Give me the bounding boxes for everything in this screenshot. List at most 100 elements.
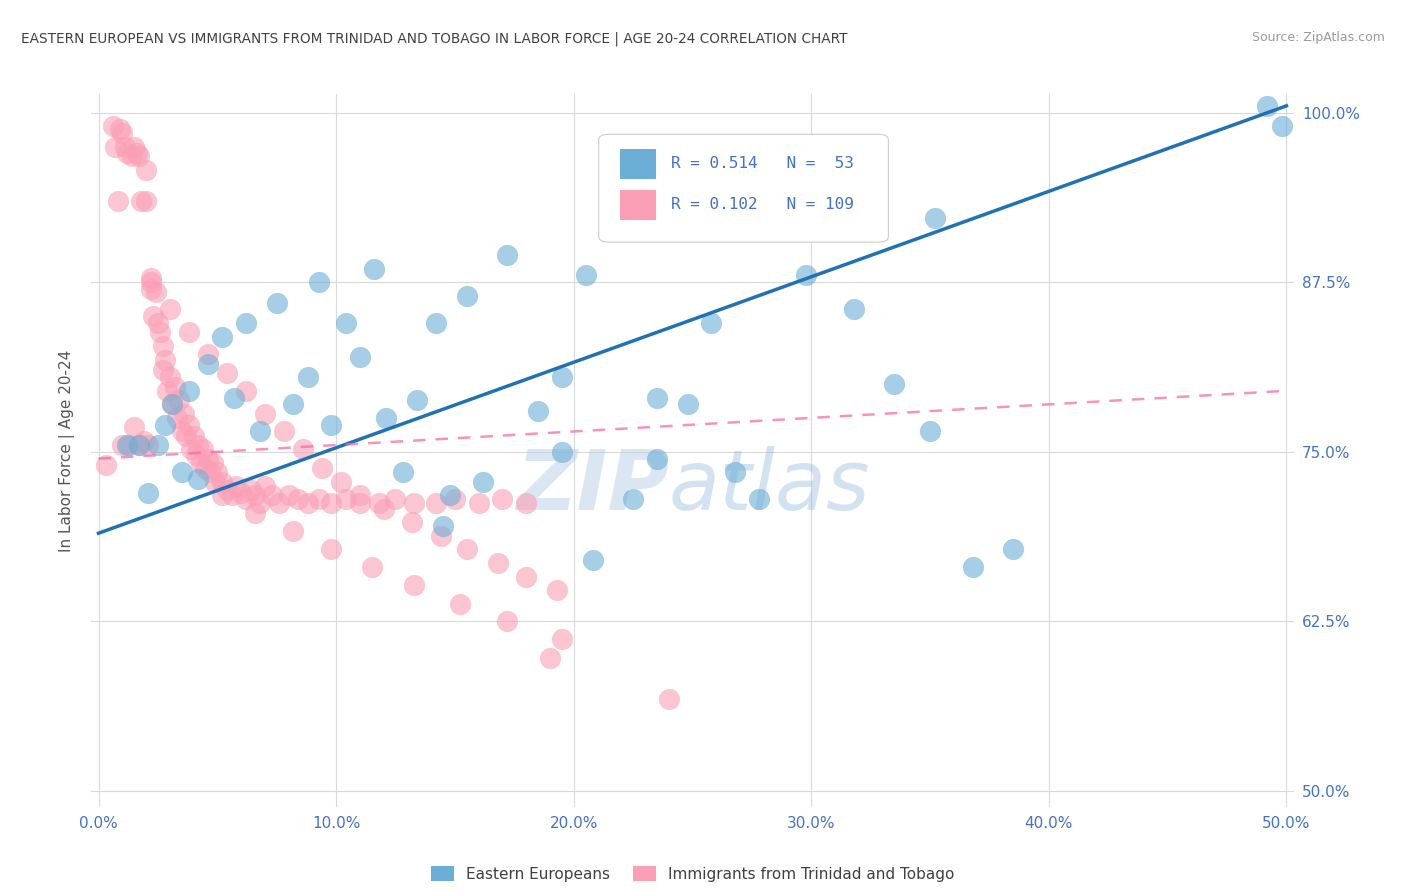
Point (645, 391, 668, 405)
Point (128, 438, 150, 452)
Point (574, 268, 596, 283)
Point (135, 162, 157, 177)
Point (128, 438, 150, 452)
Point (235, 492, 257, 507)
Point (266, 295, 288, 310)
Point (515, 569, 537, 583)
Point (146, 316, 169, 330)
Point (190, 456, 212, 470)
Point (204, 475, 226, 489)
Point (215, 483, 238, 497)
Point (108, 122, 131, 136)
Point (170, 465, 193, 479)
Point (401, 516, 423, 530)
Point (546, 583, 568, 598)
Point (404, 496, 426, 510)
Point (515, 496, 537, 510)
Point (384, 492, 406, 507)
Text: R = 0.514   N =  53: R = 0.514 N = 53 (671, 156, 853, 171)
Point (260, 488, 283, 502)
Point (129, 194, 152, 208)
Point (748, 492, 770, 507)
Point (128, 149, 150, 163)
Point (139, 271, 162, 285)
Point (335, 316, 357, 330)
Point (194, 461, 217, 475)
Point (211, 475, 233, 489)
Point (180, 442, 202, 456)
Point (245, 488, 267, 502)
Point (114, 139, 136, 153)
Point (425, 496, 447, 510)
Point (197, 357, 219, 371)
Point (146, 438, 169, 452)
Point (197, 451, 219, 466)
Point (152, 363, 174, 377)
Point (94, 458, 117, 473)
Point (152, 339, 174, 353)
Point (138, 485, 160, 500)
Text: ZIP: ZIP (516, 446, 668, 526)
Point (177, 384, 200, 398)
Point (222, 391, 245, 405)
Point (245, 506, 267, 520)
Point (253, 407, 276, 421)
Point (551, 445, 574, 459)
Point (391, 465, 413, 479)
Point (198, 465, 221, 479)
Point (166, 410, 188, 425)
Point (349, 488, 371, 502)
Text: Source: ZipAtlas.com: Source: ZipAtlas.com (1251, 31, 1385, 45)
Point (405, 393, 427, 408)
Text: atlas: atlas (668, 446, 870, 526)
Point (125, 146, 148, 161)
Point (467, 496, 489, 510)
Point (456, 542, 478, 557)
FancyBboxPatch shape (599, 135, 889, 242)
Bar (620, 149, 657, 179)
Point (115, 438, 138, 452)
Point (104, 139, 127, 153)
Point (160, 397, 183, 411)
Point (297, 496, 319, 510)
Point (153, 352, 176, 367)
Point (187, 438, 209, 452)
Point (842, 302, 865, 317)
Point (291, 442, 314, 456)
Point (349, 350, 371, 364)
Point (491, 492, 513, 507)
Point (918, 425, 941, 439)
Point (118, 438, 141, 452)
Point (700, 316, 723, 330)
Point (277, 488, 299, 502)
Point (201, 456, 224, 470)
Point (496, 248, 519, 262)
Point (145, 285, 167, 299)
Point (211, 329, 233, 343)
Point (160, 397, 183, 411)
Point (472, 475, 495, 489)
Point (297, 370, 319, 384)
Point (311, 461, 333, 475)
Point (308, 492, 330, 507)
Point (551, 632, 574, 646)
Point (962, 560, 984, 574)
Point (142, 309, 165, 323)
Text: R = 0.102   N = 109: R = 0.102 N = 109 (671, 197, 853, 211)
Point (287, 492, 309, 507)
Point (159, 302, 181, 317)
Point (283, 397, 305, 411)
Point (1002, 542, 1025, 557)
Point (115, 146, 138, 161)
Point (486, 556, 509, 570)
Point (111, 126, 134, 140)
Point (211, 488, 233, 502)
Point (173, 407, 195, 421)
Point (191, 442, 214, 456)
Legend: Eastern Europeans, Immigrants from Trinidad and Tobago: Eastern Europeans, Immigrants from Trini… (430, 866, 955, 881)
Point (429, 529, 451, 543)
Point (249, 496, 271, 510)
Point (121, 149, 143, 163)
Point (363, 261, 385, 276)
Point (122, 139, 145, 153)
